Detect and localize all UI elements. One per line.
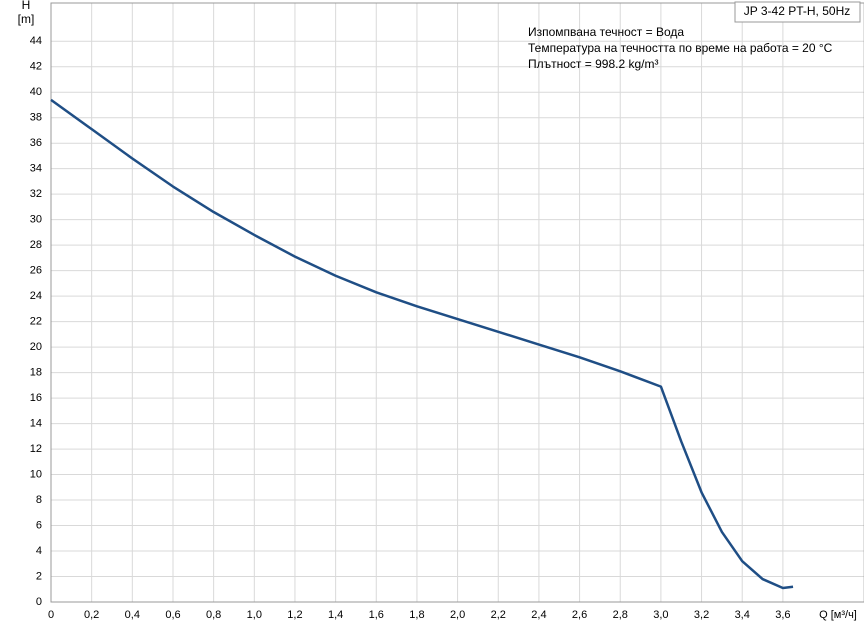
y-tick-label: 14 <box>30 417 42 429</box>
x-tick-label: 0,2 <box>84 609 99 621</box>
y-tick-label: 18 <box>30 367 42 379</box>
x-tick-label: 3,0 <box>653 609 668 621</box>
title-box <box>734 1 861 23</box>
y-tick-label: 4 <box>36 545 42 557</box>
x-tick-label: 3,6 <box>775 609 790 621</box>
y-tick-label: 8 <box>36 494 42 506</box>
y-tick-label: 42 <box>30 61 42 73</box>
x-tick-label: 0,4 <box>125 609 140 621</box>
y-tick-label: 38 <box>30 112 42 124</box>
x-tick-label: 1,2 <box>287 609 302 621</box>
x-tick-label: 0 <box>48 609 54 621</box>
x-tick-label: 0,6 <box>165 609 180 621</box>
x-tick-label: 2,2 <box>491 609 506 621</box>
y-axis-label: H <box>22 0 31 12</box>
y-tick-label: 22 <box>30 316 42 328</box>
y-tick-label: 2 <box>36 570 42 582</box>
x-tick-label: 0,8 <box>206 609 221 621</box>
chart-title: JP 3-42 PT-H, 50Hz <box>744 4 851 18</box>
y-tick-label: 20 <box>30 341 42 353</box>
x-tick-label: 1,4 <box>328 609 343 621</box>
x-tick-label: 2,8 <box>613 609 628 621</box>
y-tick-label: 16 <box>30 392 42 404</box>
x-tick-label: 3,2 <box>694 609 709 621</box>
annotation: Изпомпвана течност = Вода <box>528 25 684 39</box>
y-tick-label: 34 <box>30 163 42 175</box>
y-tick-label: 6 <box>36 519 42 531</box>
y-tick-label: 30 <box>30 214 42 226</box>
y-tick-label: 32 <box>30 188 42 200</box>
y-tick-label: 40 <box>30 86 42 98</box>
curve <box>50 98 794 590</box>
x-tick-label: 1,6 <box>369 609 384 621</box>
y-tick-label: 36 <box>30 137 42 149</box>
x-axis-label: Q [м³/ч] <box>819 609 857 621</box>
annotation: Температура на течността по време на раб… <box>528 41 833 55</box>
x-tick-label: 3,4 <box>735 609 750 621</box>
y-axis-unit: [m] <box>18 12 35 26</box>
y-tick-label: 28 <box>30 239 42 251</box>
y-tick-label: 44 <box>30 35 42 47</box>
x-tick-label: 2,4 <box>531 609 546 621</box>
y-tick-label: 10 <box>30 468 42 480</box>
x-tick-label: 1,8 <box>409 609 424 621</box>
y-tick-label: 26 <box>30 265 42 277</box>
x-tick-label: 2,6 <box>572 609 587 621</box>
y-tick-label: 0 <box>36 596 42 608</box>
y-tick-label: 24 <box>30 290 42 302</box>
x-tick-label: 1,0 <box>247 609 262 621</box>
x-tick-label: 2,0 <box>450 609 465 621</box>
annotation: Плътност = 998.2 kg/m³ <box>528 57 658 71</box>
y-tick-label: 12 <box>30 443 42 455</box>
plot-frame <box>50 2 864 603</box>
